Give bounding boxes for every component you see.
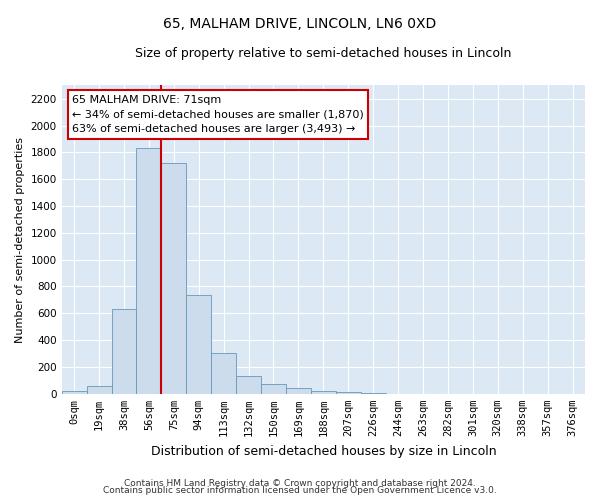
Bar bbox=[286, 388, 311, 394]
Y-axis label: Number of semi-detached properties: Number of semi-detached properties bbox=[15, 136, 25, 342]
Text: Contains HM Land Registry data © Crown copyright and database right 2024.: Contains HM Land Registry data © Crown c… bbox=[124, 478, 476, 488]
Bar bbox=[361, 393, 386, 394]
Bar bbox=[112, 310, 136, 394]
Bar bbox=[186, 294, 211, 394]
Title: Size of property relative to semi-detached houses in Lincoln: Size of property relative to semi-detach… bbox=[135, 48, 512, 60]
Text: 65, MALHAM DRIVE, LINCOLN, LN6 0XD: 65, MALHAM DRIVE, LINCOLN, LN6 0XD bbox=[163, 18, 437, 32]
Bar bbox=[62, 391, 86, 394]
Bar bbox=[336, 392, 361, 394]
Bar bbox=[136, 148, 161, 394]
X-axis label: Distribution of semi-detached houses by size in Lincoln: Distribution of semi-detached houses by … bbox=[151, 444, 496, 458]
Bar bbox=[261, 384, 286, 394]
Bar bbox=[311, 391, 336, 394]
Text: Contains public sector information licensed under the Open Government Licence v3: Contains public sector information licen… bbox=[103, 486, 497, 495]
Bar bbox=[86, 386, 112, 394]
Bar bbox=[236, 376, 261, 394]
Bar bbox=[161, 163, 186, 394]
Bar bbox=[211, 353, 236, 394]
Text: 65 MALHAM DRIVE: 71sqm
← 34% of semi-detached houses are smaller (1,870)
63% of : 65 MALHAM DRIVE: 71sqm ← 34% of semi-det… bbox=[72, 94, 364, 134]
